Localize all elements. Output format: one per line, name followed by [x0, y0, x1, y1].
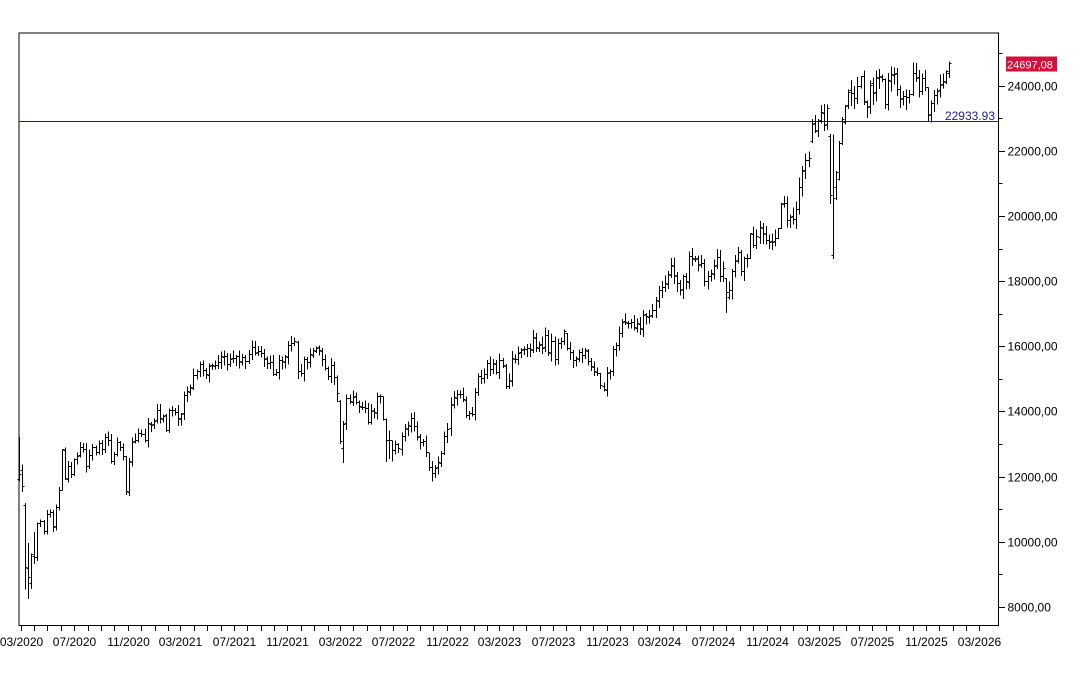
svg-text:07/2025: 07/2025 — [851, 635, 895, 649]
svg-text:03/2022: 03/2022 — [319, 635, 363, 649]
svg-text:18000,00: 18000,00 — [1008, 274, 1058, 288]
svg-text:11/2023: 11/2023 — [586, 635, 629, 649]
svg-text:07/2021: 07/2021 — [213, 635, 257, 649]
svg-text:03/2026: 03/2026 — [958, 635, 1002, 649]
svg-text:07/2024: 07/2024 — [692, 635, 736, 649]
svg-text:03/2023: 03/2023 — [478, 635, 522, 649]
svg-text:03/2020: 03/2020 — [0, 635, 44, 649]
svg-text:22933.93: 22933.93 — [945, 109, 995, 123]
svg-text:22000,00: 22000,00 — [1008, 144, 1058, 158]
svg-text:11/2020: 11/2020 — [107, 635, 150, 649]
svg-text:10000,00: 10000,00 — [1008, 535, 1058, 549]
svg-text:24000,00: 24000,00 — [1008, 79, 1058, 93]
svg-text:16000,00: 16000,00 — [1008, 339, 1058, 353]
svg-text:24697,08: 24697,08 — [1007, 60, 1053, 72]
svg-text:14000,00: 14000,00 — [1008, 404, 1058, 418]
svg-text:11/2022: 11/2022 — [426, 635, 469, 649]
svg-text:11/2025: 11/2025 — [905, 635, 948, 649]
svg-text:07/2022: 07/2022 — [372, 635, 416, 649]
svg-text:8000,00: 8000,00 — [1008, 600, 1052, 614]
svg-text:07/2020: 07/2020 — [53, 635, 97, 649]
svg-text:07/2023: 07/2023 — [532, 635, 576, 649]
svg-text:03/2024: 03/2024 — [638, 635, 682, 649]
svg-text:11/2021: 11/2021 — [266, 635, 309, 649]
svg-text:20000,00: 20000,00 — [1008, 209, 1058, 223]
svg-text:03/2025: 03/2025 — [798, 635, 842, 649]
svg-text:03/2021: 03/2021 — [159, 635, 203, 649]
svg-text:12000,00: 12000,00 — [1008, 470, 1058, 484]
svg-text:11/2024: 11/2024 — [746, 635, 789, 649]
